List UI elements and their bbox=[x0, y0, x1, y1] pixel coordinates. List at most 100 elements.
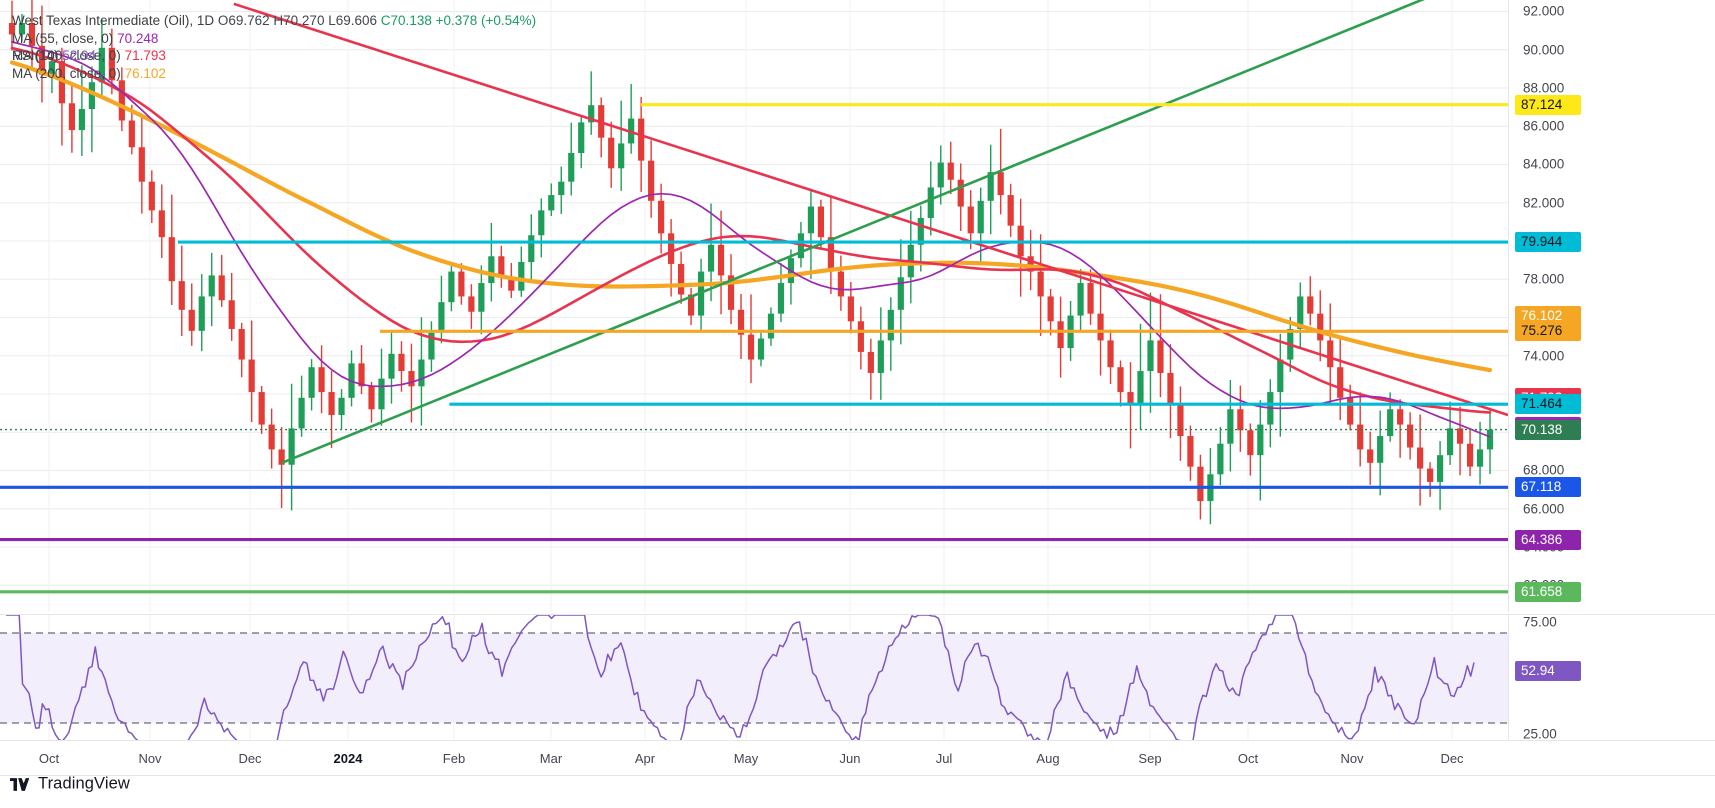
candle-body bbox=[218, 275, 225, 301]
candle-body bbox=[428, 332, 435, 360]
price-tag-support-blue[interactable]: 67.118 bbox=[1515, 477, 1581, 498]
candle-body bbox=[88, 82, 95, 110]
candle-body bbox=[1407, 424, 1414, 448]
time-scale[interactable]: Oct Nov Dec 2024 Feb Mar Apr May Jun Jul Aug Sep Oct… bbox=[0, 740, 1715, 776]
rsi-value-tag[interactable]: 52.94 bbox=[1515, 661, 1581, 682]
price-tick-92.000: 92.000 bbox=[1523, 3, 1565, 19]
price-tick-86.000: 86.000 bbox=[1523, 118, 1565, 134]
candle-body bbox=[937, 162, 944, 188]
price-tick-68.000: 68.000 bbox=[1523, 462, 1565, 478]
price-tag-support-purple[interactable]: 64.386 bbox=[1515, 529, 1581, 550]
time-tick-Dec: Dec bbox=[238, 751, 262, 766]
rsi-chart-canvas[interactable] bbox=[0, 615, 1508, 740]
time-tick-Feb: Feb bbox=[442, 751, 466, 766]
time-tick-Sep: Sep bbox=[1138, 751, 1162, 766]
candle-body bbox=[518, 262, 525, 291]
candle-body bbox=[188, 309, 195, 331]
candle-body bbox=[148, 181, 155, 211]
price-chart-pane[interactable] bbox=[0, 0, 1508, 612]
candle-body bbox=[827, 237, 834, 272]
price-tick-82.000: 82.000 bbox=[1523, 195, 1565, 211]
candle-body bbox=[198, 296, 205, 331]
candle-body bbox=[977, 200, 984, 234]
candle-body bbox=[308, 367, 315, 398]
candle-body bbox=[857, 321, 864, 352]
candle-body bbox=[668, 233, 675, 264]
time-tick-Dec: Dec bbox=[1440, 751, 1464, 766]
candle-body bbox=[248, 359, 255, 393]
candlestick-series bbox=[8, 0, 1494, 525]
candle-body bbox=[658, 200, 665, 234]
tradingview-brand[interactable]: TradingView bbox=[10, 775, 130, 794]
candle-body bbox=[278, 449, 285, 465]
candle-body bbox=[488, 256, 495, 284]
rsi-band bbox=[0, 633, 1508, 723]
rsi-line bbox=[6, 615, 1475, 740]
candle-body bbox=[817, 206, 825, 238]
candle-body bbox=[847, 296, 854, 322]
candle-body bbox=[498, 256, 505, 278]
candle-body bbox=[987, 172, 994, 201]
candle-body bbox=[1307, 296, 1314, 314]
time-tick-Jun: Jun bbox=[839, 751, 861, 766]
price-tag-support-cyan[interactable]: 71.464 bbox=[1515, 394, 1581, 415]
candle-body bbox=[727, 275, 735, 310]
candle-body bbox=[78, 109, 85, 131]
candle-body bbox=[568, 153, 575, 182]
candle-body bbox=[608, 137, 615, 169]
price-scale[interactable]: 92.00090.00088.00086.00084.00082.00080.0… bbox=[1508, 0, 1715, 612]
candle-body bbox=[468, 296, 475, 312]
candle-body bbox=[378, 378, 385, 410]
time-tick-Oct: Oct bbox=[38, 751, 60, 766]
candle-body bbox=[258, 392, 265, 425]
price-tag-resistance-yellow[interactable]: 87.124 bbox=[1515, 94, 1581, 115]
ma100-line bbox=[10, 46, 1492, 414]
candle-body bbox=[418, 359, 425, 387]
candle-body bbox=[1167, 372, 1174, 406]
candle-body bbox=[298, 397, 305, 429]
candle-body bbox=[138, 147, 145, 182]
candle-body bbox=[548, 195, 555, 211]
candle-body bbox=[1417, 447, 1424, 469]
candle-body bbox=[1486, 429, 1494, 450]
candle-body bbox=[1217, 443, 1224, 475]
candle-body bbox=[408, 371, 415, 387]
chart-frame[interactable]: 92.00090.00088.00086.00084.00082.00080.0… bbox=[0, 0, 1715, 776]
time-tick-Aug: Aug bbox=[1036, 751, 1060, 766]
candle-body bbox=[1297, 296, 1304, 329]
candle-body bbox=[1387, 409, 1394, 437]
rsi-indicator-pane[interactable] bbox=[0, 614, 1508, 740]
candle-body bbox=[1197, 466, 1204, 502]
candle-body bbox=[767, 313, 775, 339]
candle-body bbox=[458, 271, 465, 297]
price-chart-canvas[interactable] bbox=[0, 0, 1508, 612]
trendline-descending-resistance bbox=[233, 2, 1508, 417]
candle-body bbox=[997, 172, 1004, 196]
price-tag-resistance-cyan[interactable]: 79.944 bbox=[1515, 232, 1581, 253]
candle-body bbox=[1177, 405, 1184, 437]
candle-body bbox=[1357, 424, 1364, 450]
price-tag-last-price[interactable]: 70.138 bbox=[1515, 419, 1581, 440]
candle-body bbox=[358, 363, 365, 387]
candle-body bbox=[558, 181, 565, 196]
candle-body bbox=[1027, 256, 1034, 272]
price-tag-ma200[interactable]: 76.102 bbox=[1515, 305, 1581, 326]
candle-body bbox=[687, 294, 695, 316]
rsi-scale[interactable]: 75.00 25.00 52.94 bbox=[1508, 614, 1715, 742]
candle-body bbox=[328, 392, 335, 416]
time-tick-Apr: Apr bbox=[634, 751, 656, 766]
ma200-line bbox=[9, 60, 1493, 373]
candle-body bbox=[1117, 367, 1124, 393]
time-tick-May: May bbox=[733, 751, 759, 766]
ma55-line bbox=[11, 41, 1491, 438]
candle-body bbox=[158, 210, 165, 238]
candle-body bbox=[398, 353, 405, 372]
candle-body bbox=[1227, 409, 1234, 444]
candle-body bbox=[1427, 468, 1434, 482]
candle-body bbox=[318, 367, 325, 393]
candle-body bbox=[1466, 443, 1474, 467]
price-tag-support-green[interactable]: 61.658 bbox=[1515, 581, 1581, 602]
candle-body bbox=[648, 160, 655, 201]
price-tag-resistance-orange[interactable]: 75.276 bbox=[1515, 321, 1581, 342]
candle-body bbox=[438, 302, 445, 333]
